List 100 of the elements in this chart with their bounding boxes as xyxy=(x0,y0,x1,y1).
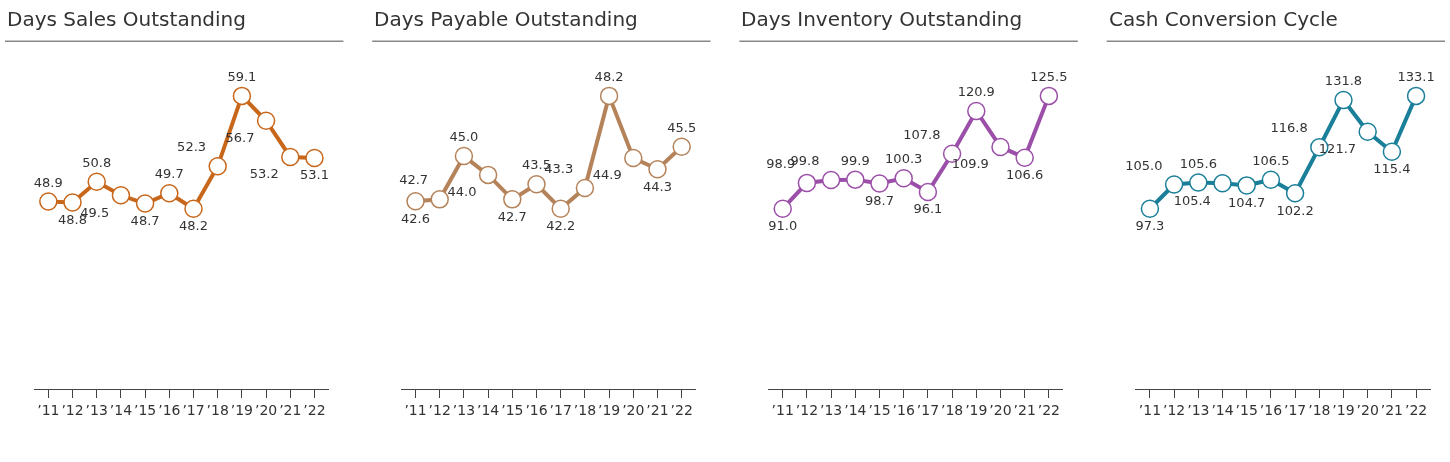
data-label: 48.2 xyxy=(594,69,624,85)
x-tick-label: ’19 xyxy=(230,402,254,419)
point xyxy=(1261,170,1281,189)
x-tick-label: ’15 xyxy=(1235,402,1258,419)
x-tick-label: ’12 xyxy=(61,402,84,419)
data-label: 42.7 xyxy=(497,208,527,224)
x-tick-label: ’16 xyxy=(525,402,548,419)
data-label: 45.0 xyxy=(449,129,479,145)
data-label: 45.5 xyxy=(667,119,697,135)
chart-title: Days Payable Outstanding xyxy=(374,7,638,31)
point xyxy=(1015,148,1034,167)
data-label: 48.7 xyxy=(130,212,160,228)
data-label: 48.9 xyxy=(33,174,63,190)
x-tick-label: ’18 xyxy=(1308,402,1331,419)
data-label: 116.8 xyxy=(1270,120,1308,136)
data-label: 50.8 xyxy=(82,154,112,170)
data-label: 106.5 xyxy=(1252,152,1290,168)
x-tick-label: ’21 xyxy=(279,402,302,419)
data-label: 107.8 xyxy=(903,126,941,142)
x-tick-label: ’16 xyxy=(1259,402,1283,419)
point xyxy=(967,101,986,121)
data-label: 115.4 xyxy=(1373,161,1411,177)
x-tick-label: ’20 xyxy=(254,402,278,419)
point xyxy=(430,190,449,209)
point xyxy=(870,174,889,193)
x-tick-label: ’17 xyxy=(916,402,940,419)
x-tick-label: ’11 xyxy=(1138,402,1162,419)
point xyxy=(1213,173,1232,193)
point xyxy=(281,147,300,167)
x-tick-label: ’22 xyxy=(303,402,326,419)
x-tick-label: ’15 xyxy=(868,402,891,419)
point xyxy=(1189,173,1208,192)
point xyxy=(918,182,938,202)
point xyxy=(599,86,619,106)
x-tick-label: ’12 xyxy=(1162,402,1186,419)
point xyxy=(208,157,227,176)
point xyxy=(1382,142,1402,161)
point xyxy=(846,170,865,189)
x-tick-label: ’16 xyxy=(158,402,181,419)
data-label: 42.7 xyxy=(399,172,429,188)
x-tick-label: ’22 xyxy=(1404,402,1428,419)
x-tick-label: ’11 xyxy=(404,402,427,419)
x-tick-label: ’12 xyxy=(428,402,451,419)
data-label: 105.6 xyxy=(1179,155,1217,171)
data-label: 98.7 xyxy=(865,192,894,208)
x-tick-label: ’12 xyxy=(795,402,819,419)
point xyxy=(87,172,106,192)
point xyxy=(527,175,546,194)
x-tick-label: ’17 xyxy=(1283,402,1307,419)
x-tick-label: ’13 xyxy=(819,402,843,419)
point xyxy=(39,192,58,211)
x-tick-label: ’21 xyxy=(1380,402,1404,419)
data-label: 100.3 xyxy=(885,151,923,167)
data-label: 91.0 xyxy=(768,218,798,234)
data-label: 59.1 xyxy=(227,69,257,85)
x-tick-label: ’20 xyxy=(622,402,645,419)
x-tick-label: ’17 xyxy=(182,402,205,419)
x-tick-label: ’18 xyxy=(206,402,229,419)
x-tick-label: ’22 xyxy=(1037,402,1061,419)
x-tick-label: ’13 xyxy=(1187,402,1210,419)
data-label: 44.0 xyxy=(447,184,477,200)
point xyxy=(478,165,498,185)
data-label: 44.3 xyxy=(643,178,672,194)
data-label: 52.3 xyxy=(177,139,207,155)
point xyxy=(454,146,474,166)
data-label: 125.5 xyxy=(1030,69,1068,85)
data-label: 53.1 xyxy=(300,167,329,183)
data-label: 42.2 xyxy=(546,218,576,234)
x-tick-label: ’22 xyxy=(670,402,693,419)
x-tick-label: ’19 xyxy=(965,402,988,419)
point xyxy=(1237,176,1256,195)
x-tick-label: ’20 xyxy=(1356,402,1379,419)
x-tick-label: ’18 xyxy=(940,402,964,419)
data-label: 102.2 xyxy=(1276,202,1314,218)
point xyxy=(232,86,252,106)
point xyxy=(184,199,203,218)
data-label: 53.2 xyxy=(249,166,279,182)
chart-title: Cash Conversion Cycle xyxy=(1109,7,1338,31)
point xyxy=(1406,86,1426,106)
data-label: 104.7 xyxy=(1228,194,1266,210)
point xyxy=(503,190,522,209)
point xyxy=(1285,184,1305,203)
point xyxy=(63,193,82,212)
data-label: 44.9 xyxy=(592,167,622,183)
point xyxy=(256,111,276,130)
point xyxy=(1334,90,1353,110)
x-tick-label: ’20 xyxy=(989,402,1012,419)
point xyxy=(672,137,691,156)
point xyxy=(111,186,131,205)
point xyxy=(991,137,1010,157)
point xyxy=(648,159,667,179)
point xyxy=(1358,122,1377,142)
x-tick-label: ’19 xyxy=(1332,402,1355,419)
x-tick-label: ’18 xyxy=(573,402,597,419)
point xyxy=(160,183,179,203)
point xyxy=(1164,175,1184,194)
data-label: 131.8 xyxy=(1324,73,1363,89)
data-label: 109.9 xyxy=(951,156,989,172)
x-tick-label: ’14 xyxy=(109,402,133,419)
x-tick-label: ’21 xyxy=(1013,402,1036,419)
